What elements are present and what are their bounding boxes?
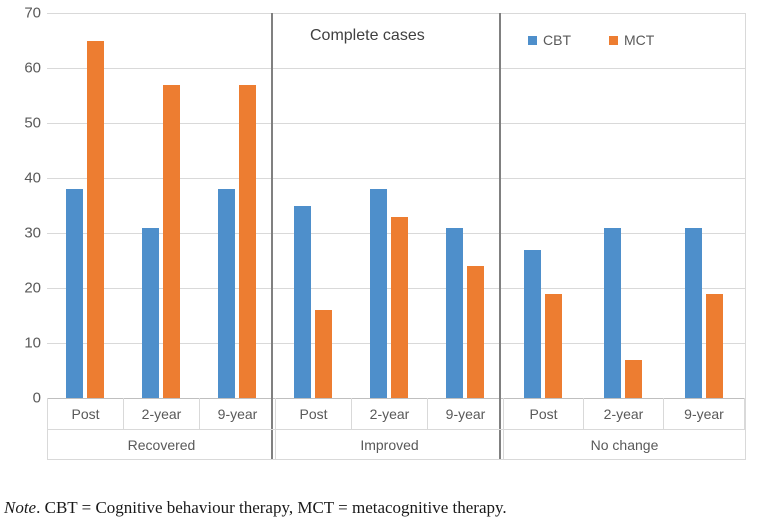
bar-cbt-no-change-9-year [684, 227, 702, 398]
axis-group-cell-no-change: No change [504, 429, 745, 460]
axis-group-cell-recovered: Recovered [48, 429, 276, 460]
legend-item-cbt: CBT [528, 33, 571, 47]
axis-subcategory-cell: 2-year [352, 398, 428, 429]
axis-subcategory-cell: 2-year [124, 398, 200, 429]
gridline-40 [47, 178, 745, 179]
axis-subcategory-cell: Post [276, 398, 352, 429]
bars-layer [47, 13, 746, 398]
chart-legend: CBT MCT [528, 33, 654, 47]
bar-mct-recovered-9-year [239, 84, 256, 398]
chart-title: Complete cases [310, 27, 425, 44]
bar-cbt-improved-9-year [446, 227, 463, 398]
y-tick-label: 30 [24, 224, 41, 242]
group-separator-1 [271, 13, 273, 460]
gridline-60 [47, 68, 745, 69]
axis-subcategory-cell: 2-year [584, 398, 664, 429]
category-axis-bands: Post 2-year 9-year Post 2-year 9-year Po… [47, 398, 746, 460]
bar-cbt-recovered-post [66, 189, 83, 398]
bar-mct-no-change-post [545, 293, 562, 398]
y-tick-label: 0 [32, 389, 41, 407]
axis-subcategory-cell: 9-year [428, 398, 504, 429]
bar-cbt-improved-2-year [370, 189, 387, 398]
y-tick-label: 50 [24, 114, 41, 132]
bar-mct-improved-post [315, 310, 332, 398]
axis-subcategory-cell: 9-year [200, 398, 276, 429]
group-separator-2 [499, 13, 501, 460]
bar-cbt-improved-post [294, 205, 311, 398]
axis-subcategory-cell: Post [504, 398, 584, 429]
bar-mct-no-change-2-year [625, 359, 642, 398]
legend-label-cbt: CBT [543, 32, 571, 48]
gridline-50 [47, 123, 745, 124]
legend-swatch-icon-cbt [528, 35, 537, 45]
gridline-baseline-0 [47, 398, 745, 399]
bar-cbt-no-change-2-year [604, 227, 621, 398]
bar-cbt-no-change-post [524, 249, 541, 398]
y-tick-label: 60 [24, 59, 41, 77]
bar-mct-recovered-2-year [163, 84, 180, 398]
note-text: . CBT = Cognitive behaviour therapy, MCT… [36, 498, 507, 517]
figure-note: Note. CBT = Cognitive behaviour therapy,… [4, 498, 507, 518]
y-tick-label: 70 [24, 4, 41, 22]
axis-group-cell-improved: Improved [276, 429, 504, 460]
note-label: Note [4, 498, 37, 517]
axis-subcategory-cell: 9-year [664, 398, 745, 429]
gridline-70 [47, 13, 745, 14]
bar-mct-improved-9-year [467, 266, 484, 398]
y-tick-label: 10 [24, 334, 41, 352]
legend-label-mct: MCT [624, 32, 655, 48]
bar-mct-no-change-9-year [705, 293, 723, 398]
bar-chart-figure: 70 60 50 40 30 20 10 0 Complete cases CB… [0, 6, 746, 460]
y-tick-label: 40 [24, 169, 41, 187]
y-axis: 70 60 50 40 30 20 10 0 [0, 6, 41, 406]
y-tick-label: 20 [24, 279, 41, 297]
axis-subcategory-cell: Post [48, 398, 124, 429]
legend-swatch-icon-mct [609, 35, 618, 45]
bar-cbt-recovered-9-year [218, 189, 235, 398]
bar-mct-recovered-post [87, 40, 104, 398]
bar-cbt-recovered-2-year [142, 227, 159, 398]
bar-mct-improved-2-year [391, 216, 408, 398]
legend-item-mct: MCT [609, 33, 654, 47]
